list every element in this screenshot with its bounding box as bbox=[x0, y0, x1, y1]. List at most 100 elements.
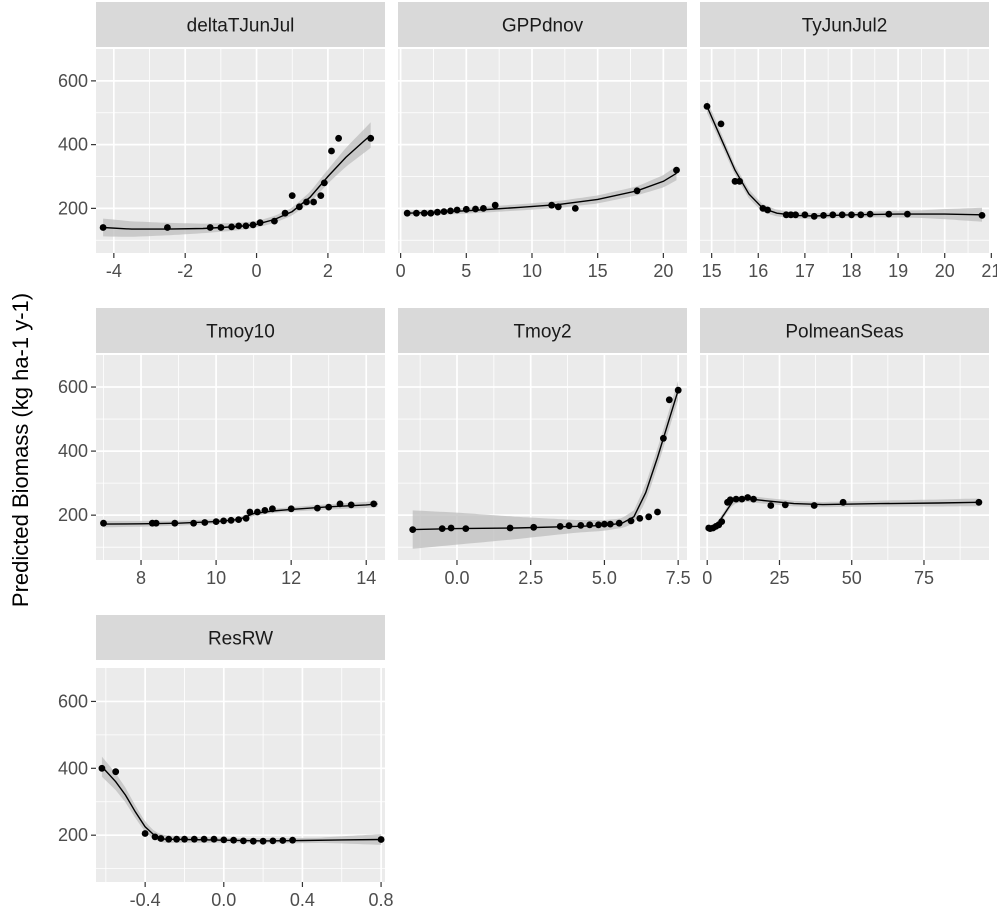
x-tick-label: 0.0 bbox=[444, 568, 469, 588]
y-tick-label: 600 bbox=[58, 71, 88, 91]
y-tick-label: 200 bbox=[58, 825, 88, 845]
data-point bbox=[801, 211, 809, 219]
x-tick-label: 14 bbox=[356, 568, 376, 588]
data-point bbox=[240, 837, 247, 845]
facet-strip-label: PolmeanSeas bbox=[785, 322, 903, 343]
facet-panel-Tmoy10: Tmoy10 200 400 600 8 10 12 14 bbox=[58, 308, 385, 588]
x-tick-label: 21 bbox=[981, 261, 997, 281]
x-tick-label: 15 bbox=[588, 261, 608, 281]
data-point bbox=[577, 522, 585, 529]
data-point bbox=[839, 498, 847, 506]
data-point bbox=[736, 177, 743, 185]
fitted-line bbox=[708, 497, 979, 531]
data-point bbox=[235, 516, 243, 523]
facet-strip bbox=[96, 308, 385, 353]
x-tick-label: 0 bbox=[702, 568, 712, 588]
x-tick-label: -4 bbox=[106, 261, 122, 281]
y-tick-label: 200 bbox=[58, 505, 88, 525]
data-point bbox=[904, 210, 911, 218]
data-point bbox=[744, 494, 752, 501]
data-point bbox=[320, 179, 328, 187]
data-point bbox=[235, 222, 243, 230]
facet-strip bbox=[700, 308, 989, 353]
x-tick-label: 2.5 bbox=[518, 568, 543, 588]
data-point bbox=[206, 224, 214, 231]
data-point bbox=[440, 208, 448, 216]
data-point bbox=[718, 518, 726, 525]
x-tick-label: 75 bbox=[914, 568, 934, 588]
data-point bbox=[325, 503, 333, 511]
data-point bbox=[586, 521, 594, 529]
data-point bbox=[335, 134, 342, 142]
x-tick-label: 0.4 bbox=[290, 890, 315, 910]
data-point bbox=[420, 209, 428, 217]
data-point bbox=[281, 209, 289, 217]
data-point bbox=[885, 210, 893, 218]
facet-strip-label: Tmoy2 bbox=[513, 322, 571, 343]
panel-background bbox=[700, 355, 989, 560]
facet-strip-label: GPPdnov bbox=[502, 16, 584, 37]
facet-strip-label: deltaTJunJul bbox=[187, 16, 295, 37]
data-point bbox=[279, 837, 287, 844]
data-point bbox=[491, 201, 499, 209]
data-point bbox=[453, 206, 461, 214]
x-tick-label: 0.8 bbox=[369, 890, 394, 910]
data-point bbox=[717, 120, 725, 128]
panel-background bbox=[96, 355, 385, 560]
data-point bbox=[173, 835, 181, 843]
data-point bbox=[171, 519, 179, 527]
x-tick-label: 2 bbox=[323, 261, 333, 281]
data-point bbox=[615, 519, 623, 527]
x-tick-label: 50 bbox=[842, 568, 862, 588]
data-point bbox=[506, 524, 514, 532]
data-point bbox=[838, 211, 846, 219]
data-point bbox=[100, 519, 107, 527]
data-point bbox=[554, 203, 562, 211]
data-point bbox=[703, 103, 711, 110]
data-point bbox=[314, 504, 321, 512]
data-point bbox=[246, 508, 254, 516]
x-tick-label: 8 bbox=[136, 568, 146, 588]
data-point bbox=[633, 187, 641, 195]
x-tick-label: 10 bbox=[522, 261, 542, 281]
data-point bbox=[377, 836, 385, 843]
y-tick-label: 400 bbox=[58, 135, 88, 155]
data-point bbox=[157, 835, 165, 842]
data-point bbox=[665, 396, 673, 404]
facet-strip-label: TyJunJul2 bbox=[802, 16, 888, 37]
data-point bbox=[782, 211, 790, 219]
data-point bbox=[228, 223, 236, 231]
data-point bbox=[673, 166, 680, 174]
data-point bbox=[627, 517, 635, 525]
data-point bbox=[820, 212, 827, 219]
data-point bbox=[732, 495, 740, 503]
x-tick-label: 7.5 bbox=[666, 568, 691, 588]
data-point bbox=[254, 508, 261, 516]
data-point bbox=[303, 198, 310, 206]
x-tick-label: 10 bbox=[206, 568, 226, 588]
data-point bbox=[556, 523, 564, 530]
data-point bbox=[200, 835, 208, 843]
data-point bbox=[978, 212, 986, 219]
data-point bbox=[227, 516, 235, 524]
data-point bbox=[181, 835, 188, 843]
facet-panel-GPPdnov: GPPdnov 0 5 10 15 20 bbox=[396, 2, 687, 281]
confidence-ribbon bbox=[707, 100, 982, 222]
facet-strip-label: Tmoy10 bbox=[206, 322, 275, 343]
data-point bbox=[259, 837, 267, 845]
x-tick-label: 0.0 bbox=[211, 890, 236, 910]
data-point bbox=[210, 835, 218, 843]
data-point bbox=[810, 502, 818, 509]
data-point bbox=[787, 211, 795, 219]
data-point bbox=[242, 222, 250, 230]
panel-background bbox=[96, 49, 385, 253]
data-point bbox=[98, 764, 106, 772]
data-point bbox=[165, 835, 173, 843]
x-tick-label: 0 bbox=[396, 261, 406, 281]
data-point bbox=[530, 523, 538, 531]
x-tick-label: 5.0 bbox=[592, 568, 617, 588]
x-tick-label: 16 bbox=[748, 261, 768, 281]
data-point bbox=[152, 519, 160, 527]
data-point bbox=[99, 224, 107, 231]
